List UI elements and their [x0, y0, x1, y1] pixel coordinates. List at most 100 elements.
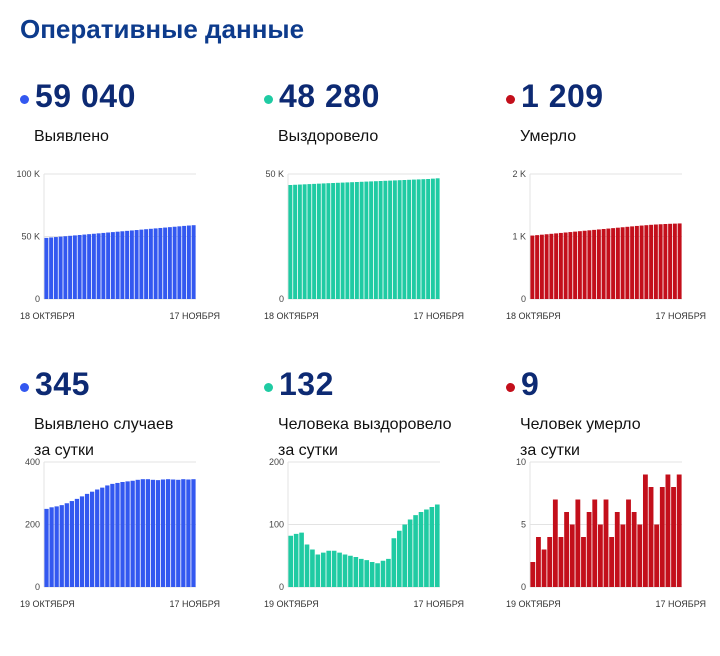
bar: [677, 223, 682, 299]
bar: [388, 180, 393, 299]
bar: [101, 232, 106, 299]
bar: [620, 524, 626, 587]
bar: [421, 179, 426, 299]
bar: [326, 550, 332, 587]
bar: [597, 524, 603, 587]
bar: [110, 483, 115, 588]
bar: [596, 229, 601, 299]
bar: [644, 225, 649, 299]
bar: [54, 506, 59, 588]
bar: [575, 499, 581, 587]
bar: [547, 537, 553, 587]
bar: [630, 226, 635, 300]
bar: [407, 179, 412, 299]
bar: [153, 228, 158, 299]
bar: [145, 479, 150, 587]
bar: [288, 185, 293, 299]
x-tick-label: 19 ОКТЯБРЯ: [20, 599, 75, 609]
stat-panel: 132 Человека выздоровело за сутки 0 100 200 1…: [264, 366, 504, 656]
bar: [563, 232, 568, 299]
bar: [634, 225, 639, 299]
x-tick-label: 17 НОЯБРЯ: [655, 311, 706, 321]
bar: [396, 530, 402, 587]
bar: [186, 225, 191, 299]
stat-value-row: 9: [506, 366, 539, 403]
bar: [587, 230, 592, 299]
bar: [654, 524, 660, 587]
stat-value: 48 280: [279, 78, 380, 114]
bar-chart: 0 100 200 19 ОКТЯБРЯ 17 НОЯБРЯ: [264, 457, 464, 609]
bar: [171, 479, 176, 587]
bar: [84, 493, 90, 588]
y-tick-label: 0: [521, 582, 526, 592]
bar: [429, 507, 435, 587]
bar: [552, 499, 558, 587]
bar: [541, 549, 547, 587]
bar: [631, 512, 637, 587]
bar-chart: 0 50 K 18 ОКТЯБРЯ 17 НОЯБРЯ: [264, 169, 464, 321]
bar: [177, 226, 182, 299]
bar: [140, 479, 145, 587]
bar: [59, 505, 64, 588]
bar: [592, 499, 598, 587]
stat-panel: 59 040 Выявлено 0 50 K 100 K 18 ОКТЯБРЯ 17 НОЯ…: [16, 78, 260, 368]
bar: [539, 234, 544, 299]
bar: [69, 501, 74, 587]
bar: [430, 178, 435, 299]
bar: [530, 562, 536, 587]
bar: [536, 537, 541, 587]
bar: [386, 558, 391, 588]
y-tick-label: 0: [521, 294, 526, 304]
bar: [573, 231, 578, 300]
bar: [342, 554, 348, 587]
y-tick-label: 100 K: [16, 169, 40, 179]
bar: [620, 227, 625, 299]
bar: [424, 509, 429, 587]
bar: [642, 474, 648, 587]
bar: [648, 487, 654, 587]
bar: [402, 180, 407, 299]
stat-value: 345: [35, 366, 90, 402]
y-tick-label: 1 K: [512, 232, 526, 242]
bar: [49, 507, 54, 587]
bar: [364, 181, 369, 299]
bar: [155, 480, 161, 588]
bar: [77, 234, 82, 299]
bar: [91, 233, 96, 299]
y-tick-label: 50 K: [265, 169, 284, 179]
stat-value-row: 345: [20, 366, 90, 403]
bar: [87, 234, 92, 299]
bar: [603, 499, 609, 587]
legend-dot-icon: [20, 383, 29, 392]
y-tick-label: 0: [35, 294, 40, 304]
bar: [663, 224, 668, 299]
legend-dot-icon: [506, 383, 515, 392]
bar: [63, 236, 68, 299]
bar: [110, 232, 115, 299]
x-tick-label: 17 НОЯБРЯ: [413, 599, 464, 609]
stat-panel: 48 280 Выздоровело 0 50 K 18 ОКТЯБРЯ 17 НОЯБР…: [264, 78, 504, 368]
bar: [139, 229, 144, 300]
bar: [115, 231, 120, 299]
bar: [64, 503, 69, 587]
bar: [106, 232, 111, 299]
bar: [135, 479, 140, 587]
stat-label: Выявлено: [34, 128, 109, 145]
x-tick-label: 17 НОЯБРЯ: [169, 599, 220, 609]
bar: [182, 225, 187, 299]
y-tick-label: 0: [279, 582, 284, 592]
bar: [125, 481, 130, 588]
bar: [426, 179, 431, 299]
x-tick-label: 17 НОЯБРЯ: [169, 311, 220, 321]
bar: [348, 555, 353, 587]
bar: [383, 180, 388, 299]
x-tick-label: 19 ОКТЯБРЯ: [264, 599, 319, 609]
bar: [353, 557, 359, 587]
legend-dot-icon: [264, 383, 273, 392]
bar: [335, 182, 340, 299]
bar: [544, 234, 549, 299]
bar-chart: 0 5 10 19 ОКТЯБРЯ 17 НОЯБРЯ: [506, 457, 706, 609]
bar: [434, 504, 440, 587]
bar: [671, 487, 676, 587]
bar-chart: 0 50 K 100 K 18 ОКТЯБРЯ 17 НОЯБРЯ: [16, 169, 220, 321]
